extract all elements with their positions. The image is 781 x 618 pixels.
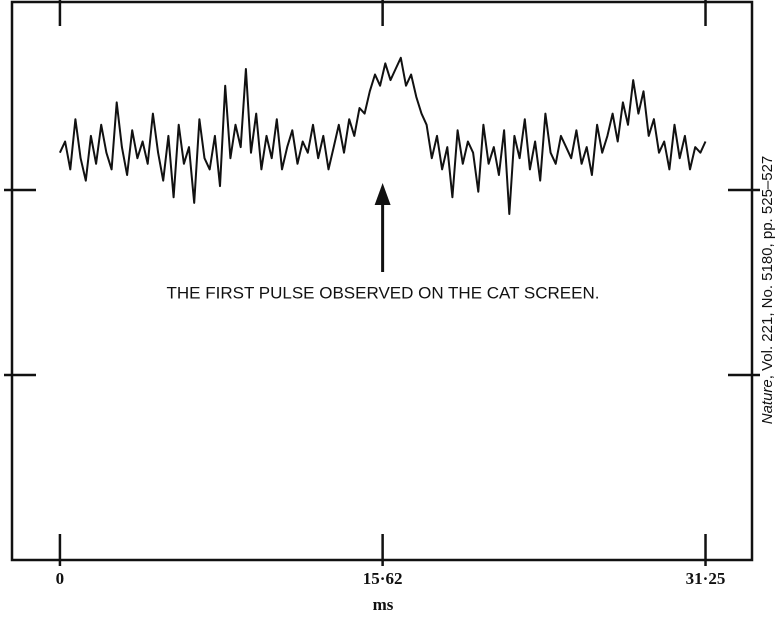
x-tick-label: 0 [56,569,65,588]
source-journal: Nature [759,379,776,424]
annotation: THE FIRST PULSE OBSERVED ON THE CAT SCRE… [167,283,600,302]
trace [58,56,707,215]
plot-frame [10,0,754,562]
source-detail: , Vol. 221, No. 5180, pp. 525–527 [759,156,776,380]
source-citation: Nature, Vol. 221, No. 5180, pp. 525–527 [759,156,776,425]
x-axis-label: ms [373,595,394,614]
pointer-arrow-head [374,183,391,205]
frame-ticks [4,188,760,377]
x-tick-label: 31·25 [686,569,726,588]
x-tick-label: 15·62 [363,569,403,588]
